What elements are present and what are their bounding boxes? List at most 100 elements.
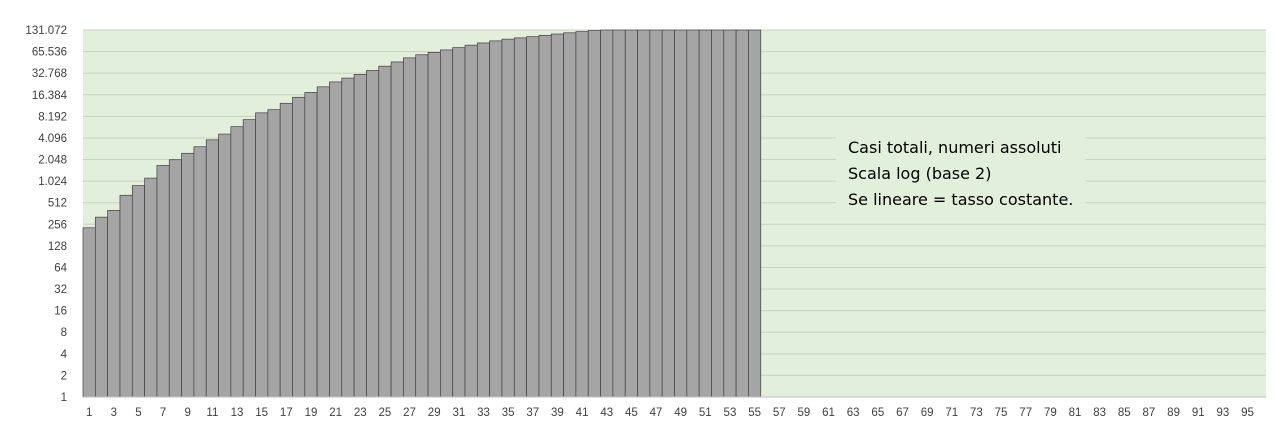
annotation-line-3: Se lineare = tasso costante. <box>848 190 1074 209</box>
bar <box>748 29 762 398</box>
x-tick-label: 87 <box>1143 407 1156 419</box>
y-axis-tick-labels: 1 2 4 8 16 32 64 128 256 512 1.024 2.048 4.096 8.192 1… <box>25 25 67 404</box>
x-tick-label: 61 <box>822 407 835 419</box>
x-tick-label: 59 <box>797 407 810 419</box>
x-tick-label: 45 <box>625 407 638 419</box>
y-tick-label: 32 <box>54 284 67 296</box>
x-tick-label: 49 <box>674 407 687 419</box>
bar <box>156 165 170 398</box>
y-tick-label: 2 <box>61 370 67 382</box>
bar <box>230 126 244 398</box>
x-tick-label: 33 <box>477 407 490 419</box>
x-tick-label: 27 <box>403 407 416 419</box>
x-tick-label: 21 <box>329 407 342 419</box>
bar <box>452 47 466 398</box>
x-tick-label: 29 <box>428 407 441 419</box>
x-tick-label: 9 <box>185 407 191 419</box>
bar <box>144 177 158 398</box>
x-tick-label: 89 <box>1167 407 1180 419</box>
y-tick-label: 131.072 <box>25 25 67 37</box>
x-tick-label: 47 <box>650 407 663 419</box>
bar <box>526 36 540 398</box>
x-tick-label: 53 <box>724 407 737 419</box>
x-tick-label: 77 <box>1019 407 1032 419</box>
bar <box>292 96 306 398</box>
bar <box>440 49 454 398</box>
bar <box>587 30 601 398</box>
bar <box>637 29 651 398</box>
x-tick-label: 19 <box>305 407 318 419</box>
bar-series <box>82 29 762 398</box>
x-tick-label: 31 <box>452 407 465 419</box>
bar <box>674 29 688 398</box>
bar <box>686 29 700 398</box>
x-tick-label: 15 <box>255 407 268 419</box>
bar <box>242 119 256 398</box>
x-tick-label: 3 <box>111 407 117 419</box>
y-tick-label: 2.048 <box>38 155 67 167</box>
bar <box>427 52 441 398</box>
bar <box>218 133 232 398</box>
bar <box>107 210 121 398</box>
x-tick-label: 95 <box>1241 407 1254 419</box>
y-tick-label: 32.768 <box>32 68 67 80</box>
bar <box>119 194 133 398</box>
bar <box>600 29 614 398</box>
bar <box>464 44 478 398</box>
x-tick-label: 55 <box>748 407 761 419</box>
x-tick-label: 71 <box>945 407 958 419</box>
bar <box>735 29 749 398</box>
x-tick-label: 63 <box>847 407 860 419</box>
bar <box>723 29 737 398</box>
bar <box>181 152 195 398</box>
y-tick-label: 8.192 <box>38 111 67 123</box>
bar <box>513 37 527 398</box>
bar <box>279 102 293 398</box>
bar <box>82 227 96 398</box>
y-tick-label: 512 <box>48 198 67 210</box>
x-axis-tick-labels: 1 3 5 7 9 11 13 15 17 19 21 23 25 27 29 31 33 35 37 39 41 43 4… <box>86 407 1254 419</box>
bar <box>378 65 392 398</box>
bar <box>403 57 417 398</box>
x-tick-label: 25 <box>379 407 392 419</box>
x-tick-label: 67 <box>896 407 909 419</box>
bar <box>329 81 343 398</box>
x-tick-label: 69 <box>921 407 934 419</box>
x-tick-label: 43 <box>600 407 613 419</box>
bar <box>193 146 207 398</box>
bar <box>538 34 552 398</box>
bar <box>168 159 182 398</box>
bar <box>94 216 108 398</box>
x-tick-label: 57 <box>773 407 786 419</box>
y-tick-label: 1.024 <box>38 176 67 188</box>
x-tick-label: 73 <box>970 407 983 419</box>
y-tick-label: 16.384 <box>32 90 68 102</box>
bar <box>205 139 219 398</box>
bar <box>501 38 515 398</box>
bar <box>304 92 318 398</box>
bar <box>476 42 491 398</box>
y-tick-label: 16 <box>54 306 67 318</box>
x-tick-label: 81 <box>1069 407 1082 419</box>
chart-annotation: Casi totali, numeri assoluti Scala log (… <box>836 131 1086 217</box>
bar <box>612 29 626 398</box>
y-tick-label: 64 <box>54 262 67 274</box>
bar <box>390 61 404 398</box>
y-tick-label: 128 <box>48 241 67 253</box>
x-tick-label: 1 <box>86 407 92 419</box>
x-tick-label: 23 <box>354 407 367 419</box>
bar <box>550 33 564 398</box>
bar <box>131 185 145 398</box>
x-tick-label: 7 <box>160 407 166 419</box>
x-tick-label: 41 <box>576 407 589 419</box>
bar <box>415 54 429 398</box>
bar <box>624 29 638 398</box>
bar <box>698 29 712 398</box>
x-tick-label: 35 <box>502 407 515 419</box>
x-tick-label: 75 <box>995 407 1008 419</box>
bar <box>575 31 589 398</box>
bar <box>341 77 355 398</box>
annotation-line-2: Scala log (base 2) <box>848 164 992 183</box>
bar <box>316 86 330 398</box>
